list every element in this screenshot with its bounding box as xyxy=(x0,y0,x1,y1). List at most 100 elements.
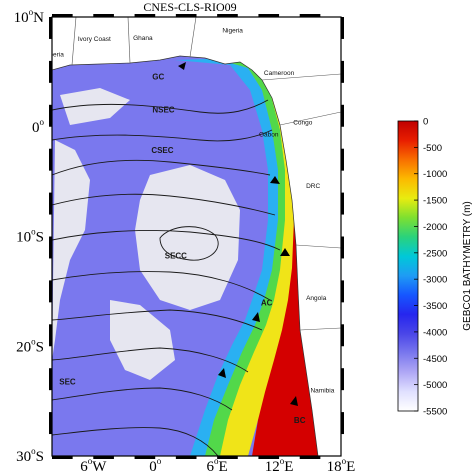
hemisphere-letter: S xyxy=(36,449,44,465)
country-label: Gabon xyxy=(259,132,279,139)
hemisphere-letter: E xyxy=(219,459,228,474)
colorbar-tick-label: -4000 xyxy=(423,327,447,338)
latitude-label: 30oS xyxy=(16,446,44,465)
colorbar-ticks: 0 -500 -1000 -1500 -2000 -2500 -3000 -3500 -4000… xyxy=(414,117,447,418)
frame-bar-right xyxy=(341,192,344,215)
degree-symbol: o xyxy=(342,456,347,466)
degree-symbol: o xyxy=(29,7,34,17)
frame-bar-top xyxy=(299,14,321,17)
country-label: Cameroon xyxy=(264,70,295,77)
abyssal-plain xyxy=(52,88,240,380)
current-label: BC xyxy=(294,416,306,425)
hemisphere-letter: N xyxy=(33,10,44,26)
current-label: AC xyxy=(261,299,273,308)
frame-bar-left xyxy=(49,60,52,83)
current-label: GC xyxy=(152,73,164,82)
latitude-value: 20 xyxy=(16,339,31,355)
current-labels: GC NSEC CSEC SECC AC SEC BC xyxy=(59,73,305,426)
frame-bar-top xyxy=(134,14,156,17)
longitude-label: 6oW xyxy=(80,456,107,474)
frame-bar-right xyxy=(341,236,344,259)
frame-bar-top xyxy=(175,14,197,17)
frame-bar-right xyxy=(341,368,344,391)
latitude-value: 30 xyxy=(16,449,31,465)
hemisphere-letter: W xyxy=(92,459,107,474)
longitude-label: 6oE xyxy=(207,456,228,474)
degree-symbol: o xyxy=(280,456,285,466)
frame-bar-left xyxy=(49,324,52,347)
frame-bar-left xyxy=(49,236,52,259)
frame-bar-bottom xyxy=(299,456,321,459)
frame-bar-right xyxy=(341,104,344,127)
current-label: SEC xyxy=(59,378,76,387)
colorbar-tick-label: -500 xyxy=(423,143,442,154)
latitude-label: 10oS xyxy=(16,227,44,246)
colorbar-title: GEBCO1 BATHYMETRY (m) xyxy=(462,201,473,330)
frame-bar-bottom xyxy=(175,456,197,459)
latitude-label: 20oS xyxy=(16,336,44,355)
degree-symbol: o xyxy=(31,446,36,456)
longitude-value: 6 xyxy=(207,459,215,474)
frame-bar-left xyxy=(49,412,52,435)
country-label: Congo xyxy=(293,120,313,127)
frame-bar-left xyxy=(49,192,52,215)
frame-bar-top xyxy=(52,14,73,17)
country-label: Nigeria xyxy=(222,27,243,34)
latitude-value: 10 xyxy=(14,10,29,26)
frame-bar-right xyxy=(341,148,344,171)
frame-bar-left xyxy=(49,17,52,39)
colorbar-tick-label: -4500 xyxy=(423,354,447,365)
frame-bar-top xyxy=(258,14,280,17)
colorbar-tick-label: -2500 xyxy=(423,248,447,259)
country-borders xyxy=(71,17,341,331)
degree-symbol: o xyxy=(31,227,36,237)
colorbar-tick-label: -5500 xyxy=(423,407,447,418)
colorbar-tick-label: -3000 xyxy=(423,275,447,286)
current-arrows xyxy=(178,62,298,406)
latitude-value: 0 xyxy=(32,120,40,136)
geostrophic-streamlines xyxy=(52,99,281,456)
frame-bar-top xyxy=(93,14,114,17)
frame-bar-top xyxy=(217,14,238,17)
longitude-value: 0 xyxy=(149,459,157,474)
frame-bar-bottom xyxy=(258,456,280,459)
country-label: Ivory Coast xyxy=(78,36,111,43)
hemisphere-letter: E xyxy=(346,459,355,474)
country-label: Namibia xyxy=(310,387,334,394)
latitude-label: 10oN xyxy=(14,7,45,26)
colorbar-gradient xyxy=(397,120,419,412)
frame-bar-right xyxy=(341,280,344,303)
longitude-value: 12 xyxy=(265,459,280,474)
country-label: Angola xyxy=(306,295,327,302)
colorbar-tick-label: -5000 xyxy=(423,380,447,391)
colorbar-tick-label: -2000 xyxy=(423,222,447,233)
country-label: Liberia xyxy=(44,52,64,59)
hemisphere-letter: S xyxy=(36,230,44,246)
degree-symbol: o xyxy=(214,456,219,466)
country-labels: Liberia Ivory Coast Ghana Nigeria Cameroon Co… xyxy=(44,27,335,394)
colorbar-tick-label: 0 xyxy=(423,117,428,128)
latitude-value: 10 xyxy=(16,230,31,246)
frame-bar-bottom xyxy=(93,456,114,459)
frame-bar-right xyxy=(341,60,344,83)
map-title: CNES-CLS-RIO09 xyxy=(143,0,236,14)
longitude-labels: 6oW 0o 6oE 12oE 18oE xyxy=(80,456,355,474)
longitude-value: 18 xyxy=(327,459,342,474)
degree-symbol: o xyxy=(31,336,36,346)
longitude-label: 12oE xyxy=(265,456,294,474)
latitude-label: 0o xyxy=(32,117,45,136)
frame-bar-left xyxy=(49,280,52,303)
degree-symbol: o xyxy=(88,456,93,466)
country-label: Ghana xyxy=(133,35,153,42)
frame-bar-left xyxy=(49,368,52,391)
degree-symbol: o xyxy=(157,456,162,466)
frame-bar-bottom xyxy=(217,456,238,459)
frame-bar-left xyxy=(49,148,52,171)
current-label: SECC xyxy=(165,251,187,260)
current-label: NSEC xyxy=(152,105,174,114)
longitude-label: 0o xyxy=(149,456,162,474)
colorbar-tick-label: -1000 xyxy=(423,169,447,180)
hemisphere-letter: S xyxy=(36,339,44,355)
